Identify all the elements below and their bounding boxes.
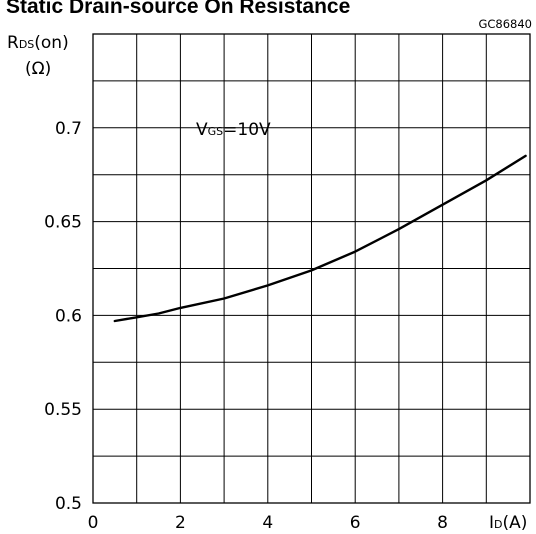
annotation-suffix: =10V [223, 120, 271, 140]
y-axis-label-main: R [7, 33, 19, 53]
y-axis-label-suffix: (on) [34, 33, 68, 53]
x-tick-label: 4 [262, 513, 273, 533]
x-axis-label: ID(A) [489, 513, 527, 533]
condition-annotation: VGS=10V [196, 120, 271, 140]
y-axis-label: RDS(on) [7, 33, 69, 53]
y-axis-label-sub: DS [19, 38, 34, 51]
x-axis-label-main: I [489, 513, 494, 533]
annotation-main: V [196, 120, 208, 140]
x-tick-label: 0 [88, 513, 99, 533]
x-tick-label: 6 [350, 513, 361, 533]
y-tick-label: 0.5 [55, 494, 82, 514]
y-tick-labels: 0.5 0.55 0.6 0.65 0.7 [44, 119, 82, 514]
annotation-sub: GS [208, 125, 224, 138]
x-tick-labels: 0 2 4 6 8 [88, 513, 448, 533]
x-tick-label: 2 [175, 513, 186, 533]
y-axis-unit: (Ω) [25, 59, 51, 79]
figure-code: GC86840 [478, 17, 532, 31]
grid-lines [93, 34, 530, 503]
y-tick-label: 0.6 [55, 306, 82, 326]
series-line [113, 154, 527, 323]
y-tick-label: 0.55 [44, 400, 82, 420]
plot-frame [92, 33, 531, 504]
x-tick-label: 8 [437, 513, 448, 533]
y-tick-label: 0.65 [44, 213, 82, 233]
y-tick-label: 0.7 [55, 119, 82, 139]
x-axis-label-suffix: (A) [503, 513, 528, 533]
chart-title: Static Drain-source On Resistance [6, 0, 350, 18]
x-axis-label-sub: D [494, 518, 502, 531]
